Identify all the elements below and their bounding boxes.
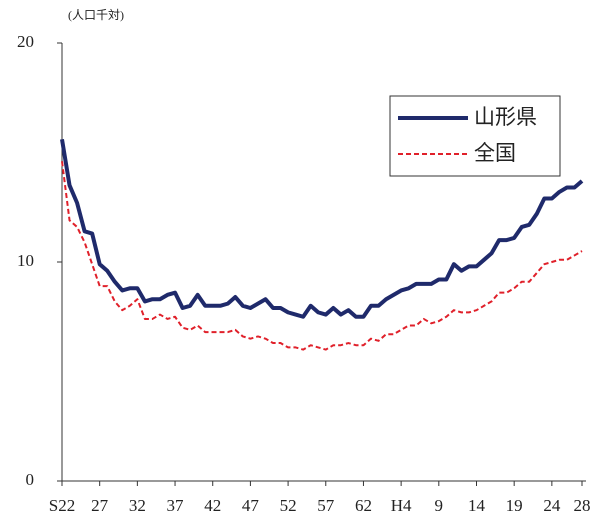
- legend-box: [389, 95, 561, 177]
- x-tick-label: 14: [468, 496, 486, 515]
- x-tick-label: 27: [91, 496, 109, 515]
- y-tick-label: 10: [17, 251, 34, 270]
- x-tick-label: H4: [391, 496, 412, 515]
- y-tick-label: 20: [17, 32, 34, 51]
- x-tick-label: 42: [204, 496, 221, 515]
- x-tick-label: 9: [435, 496, 444, 515]
- x-tick-label: 19: [506, 496, 523, 515]
- x-tick-label: 37: [167, 496, 185, 515]
- x-tick-label: 57: [317, 496, 335, 515]
- x-tick-label: 28: [574, 496, 591, 515]
- legend-label: 全国: [474, 141, 516, 165]
- x-tick-label: 24: [543, 496, 561, 515]
- x-tick-label: 32: [129, 496, 146, 515]
- y-tick-label: 0: [26, 470, 35, 489]
- y-axis-unit: (人口千対): [68, 8, 124, 22]
- x-tick-label: 52: [280, 496, 297, 515]
- x-tick-label: 47: [242, 496, 260, 515]
- line-series: [60, 139, 584, 319]
- x-tick-label: S22: [49, 496, 75, 515]
- legend-label: 山形県: [474, 105, 537, 129]
- x-tick-label: 62: [355, 496, 372, 515]
- line-series: [61, 161, 583, 351]
